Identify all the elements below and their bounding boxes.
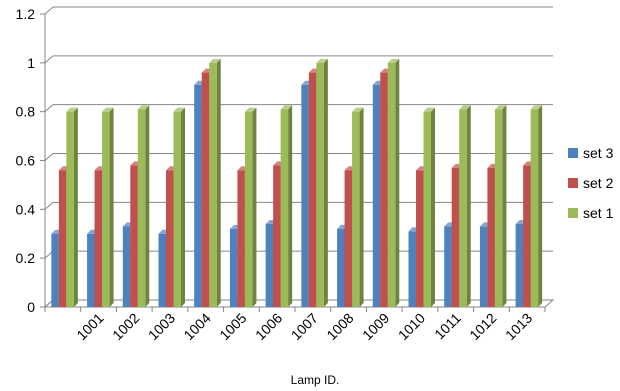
legend-swatch [568, 148, 578, 158]
x-tick-label: 1006 [252, 310, 285, 343]
x-tick-label: 1009 [359, 310, 392, 343]
x-tick-label: 1010 [395, 310, 428, 343]
bar [173, 107, 185, 308]
gridline-side [44, 55, 54, 64]
gridline-side [44, 6, 54, 15]
gridline-side [44, 153, 54, 161]
bar [102, 107, 114, 308]
y-tick-label: 0.4 [16, 201, 36, 217]
x-tick-label: 1003 [145, 310, 178, 343]
bar [387, 58, 400, 308]
y-tick-label: 1 [27, 55, 35, 71]
bar [137, 105, 150, 307]
x-tick-label: 1002 [109, 310, 142, 343]
x-tick-label: 1004 [180, 310, 213, 343]
legend-entry: set 2 [568, 175, 614, 191]
x-tick-label: 1005 [216, 310, 249, 343]
legend-swatch [568, 178, 578, 188]
bar [316, 58, 328, 308]
bar [494, 105, 507, 307]
bar [530, 105, 543, 307]
x-tick-label: 1011 [431, 310, 464, 343]
legend-label: set 2 [583, 175, 614, 191]
x-tick-label: 1012 [466, 310, 499, 343]
x-tick-label: 1001 [73, 310, 106, 343]
grid-lines [43, 6, 555, 308]
y-tick-label: 0.2 [16, 250, 36, 266]
bar [352, 107, 364, 308]
y-tick-label: 1.2 [16, 6, 36, 22]
legend-entry: set 3 [568, 145, 614, 161]
y-tick-label: 0.8 [16, 104, 36, 120]
gridline-side [44, 201, 54, 210]
y-tick-label: 0.6 [16, 153, 36, 169]
floor [43, 299, 555, 308]
gridline-side [44, 104, 54, 113]
legend-label: set 1 [583, 205, 614, 221]
legend-entry: set 1 [568, 205, 614, 221]
bars [51, 58, 543, 308]
legend-swatch [568, 208, 578, 218]
bar [280, 105, 293, 307]
x-axis-title: Lamp ID. [291, 373, 340, 387]
bar [66, 107, 78, 308]
x-tick-label: 1008 [323, 310, 356, 343]
bar [459, 105, 471, 307]
bar [423, 107, 435, 308]
x-tick-label: 1007 [288, 310, 321, 343]
x-tick-label: 1013 [502, 310, 535, 343]
legend: set 3 set 2 set 1 [568, 145, 614, 221]
bar [244, 107, 257, 308]
y-tick-label: 0 [27, 299, 35, 315]
bar [209, 58, 221, 308]
legend-label: set 3 [583, 145, 614, 161]
